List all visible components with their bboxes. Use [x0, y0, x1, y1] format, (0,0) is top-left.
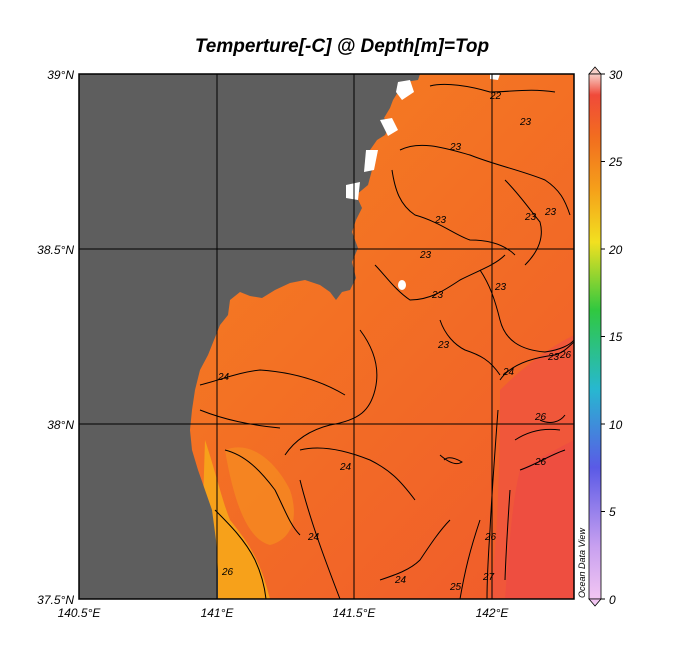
contour-label: 26 [534, 412, 547, 423]
colorbar-tick-label: 0 [609, 593, 616, 607]
contour-lines [199, 83, 574, 599]
ocean-data-view-watermark: Ocean Data View [577, 528, 587, 598]
lat-tick-label: 38°N [47, 418, 74, 432]
contour-label: 23 [494, 282, 507, 293]
colorbar-bottom-arrow [588, 598, 602, 607]
lon-tick-label: 140.5°E [58, 606, 102, 620]
colorbar-tick-label: 5 [609, 505, 616, 519]
lat-tick-labels: 39°N 38.5°N 38°N 37.5°N [37, 68, 74, 607]
colorbar-top-arrow [588, 66, 602, 75]
colorbar-gradient [588, 73, 602, 600]
contour-label: 26 [534, 457, 547, 468]
contour-label: 26 [484, 532, 497, 543]
contour-label: 23 [519, 117, 532, 128]
lon-tick-label: 141°E [201, 606, 235, 620]
colorbar-tick-label: 10 [609, 418, 623, 432]
contour-label: 23 [419, 250, 432, 261]
map-title: Temperture[-C] @ Depth[m]=Top [194, 36, 490, 57]
contour-label: 27 [482, 572, 495, 583]
contour-label-group: 22 23 23 23 23 23 23 23 23 23 24 24 24 2… [217, 91, 572, 593]
cool-coastal-patch [225, 447, 294, 545]
contour-label: 23 [544, 207, 557, 218]
contour-label: 25 [449, 582, 462, 593]
contour-label: 23 [431, 290, 444, 301]
no-data-patch [396, 80, 414, 100]
contour-label: 26 [559, 350, 572, 361]
lat-tick-label: 37.5°N [37, 593, 74, 607]
land-mass [79, 74, 420, 599]
contour-label: 26 [221, 567, 234, 578]
no-data-patch [346, 182, 360, 200]
contour-label: 23 [434, 215, 447, 226]
contour-label: 23 [547, 352, 560, 363]
contour-label: 24 [307, 532, 320, 543]
contour-label: 24 [502, 367, 515, 378]
contour-label: 23 [437, 340, 450, 351]
plot-frame [78, 73, 575, 600]
contour-label: 24 [394, 575, 407, 586]
contour-label: 22 [489, 91, 502, 102]
colorbar-tick-label: 20 [608, 243, 623, 257]
lon-tick-labels: 140.5°E 141°E 141.5°E 142°E [58, 606, 510, 620]
lon-tick-label: 141.5°E [333, 606, 377, 620]
contour-label: 24 [217, 372, 230, 383]
colorbar: 30 25 20 15 10 5 0 [588, 66, 623, 607]
lon-tick-label: 142°E [476, 606, 510, 620]
lat-tick-label: 38.5°N [37, 243, 74, 257]
colorbar-tick-label: 30 [609, 68, 623, 82]
contour-label: 23 [524, 212, 537, 223]
colorbar-tick-label: 15 [609, 330, 623, 344]
contour-label: 24 [339, 462, 352, 473]
grid-lines [79, 74, 574, 599]
colorbar-tick-label: 25 [608, 155, 623, 169]
no-data-patch [398, 280, 406, 290]
warmest-southeast-patch [505, 440, 574, 599]
lat-tick-label: 39°N [47, 68, 74, 82]
no-data-patch [380, 118, 398, 136]
no-data-patch [364, 150, 378, 172]
contour-label: 23 [449, 142, 462, 153]
